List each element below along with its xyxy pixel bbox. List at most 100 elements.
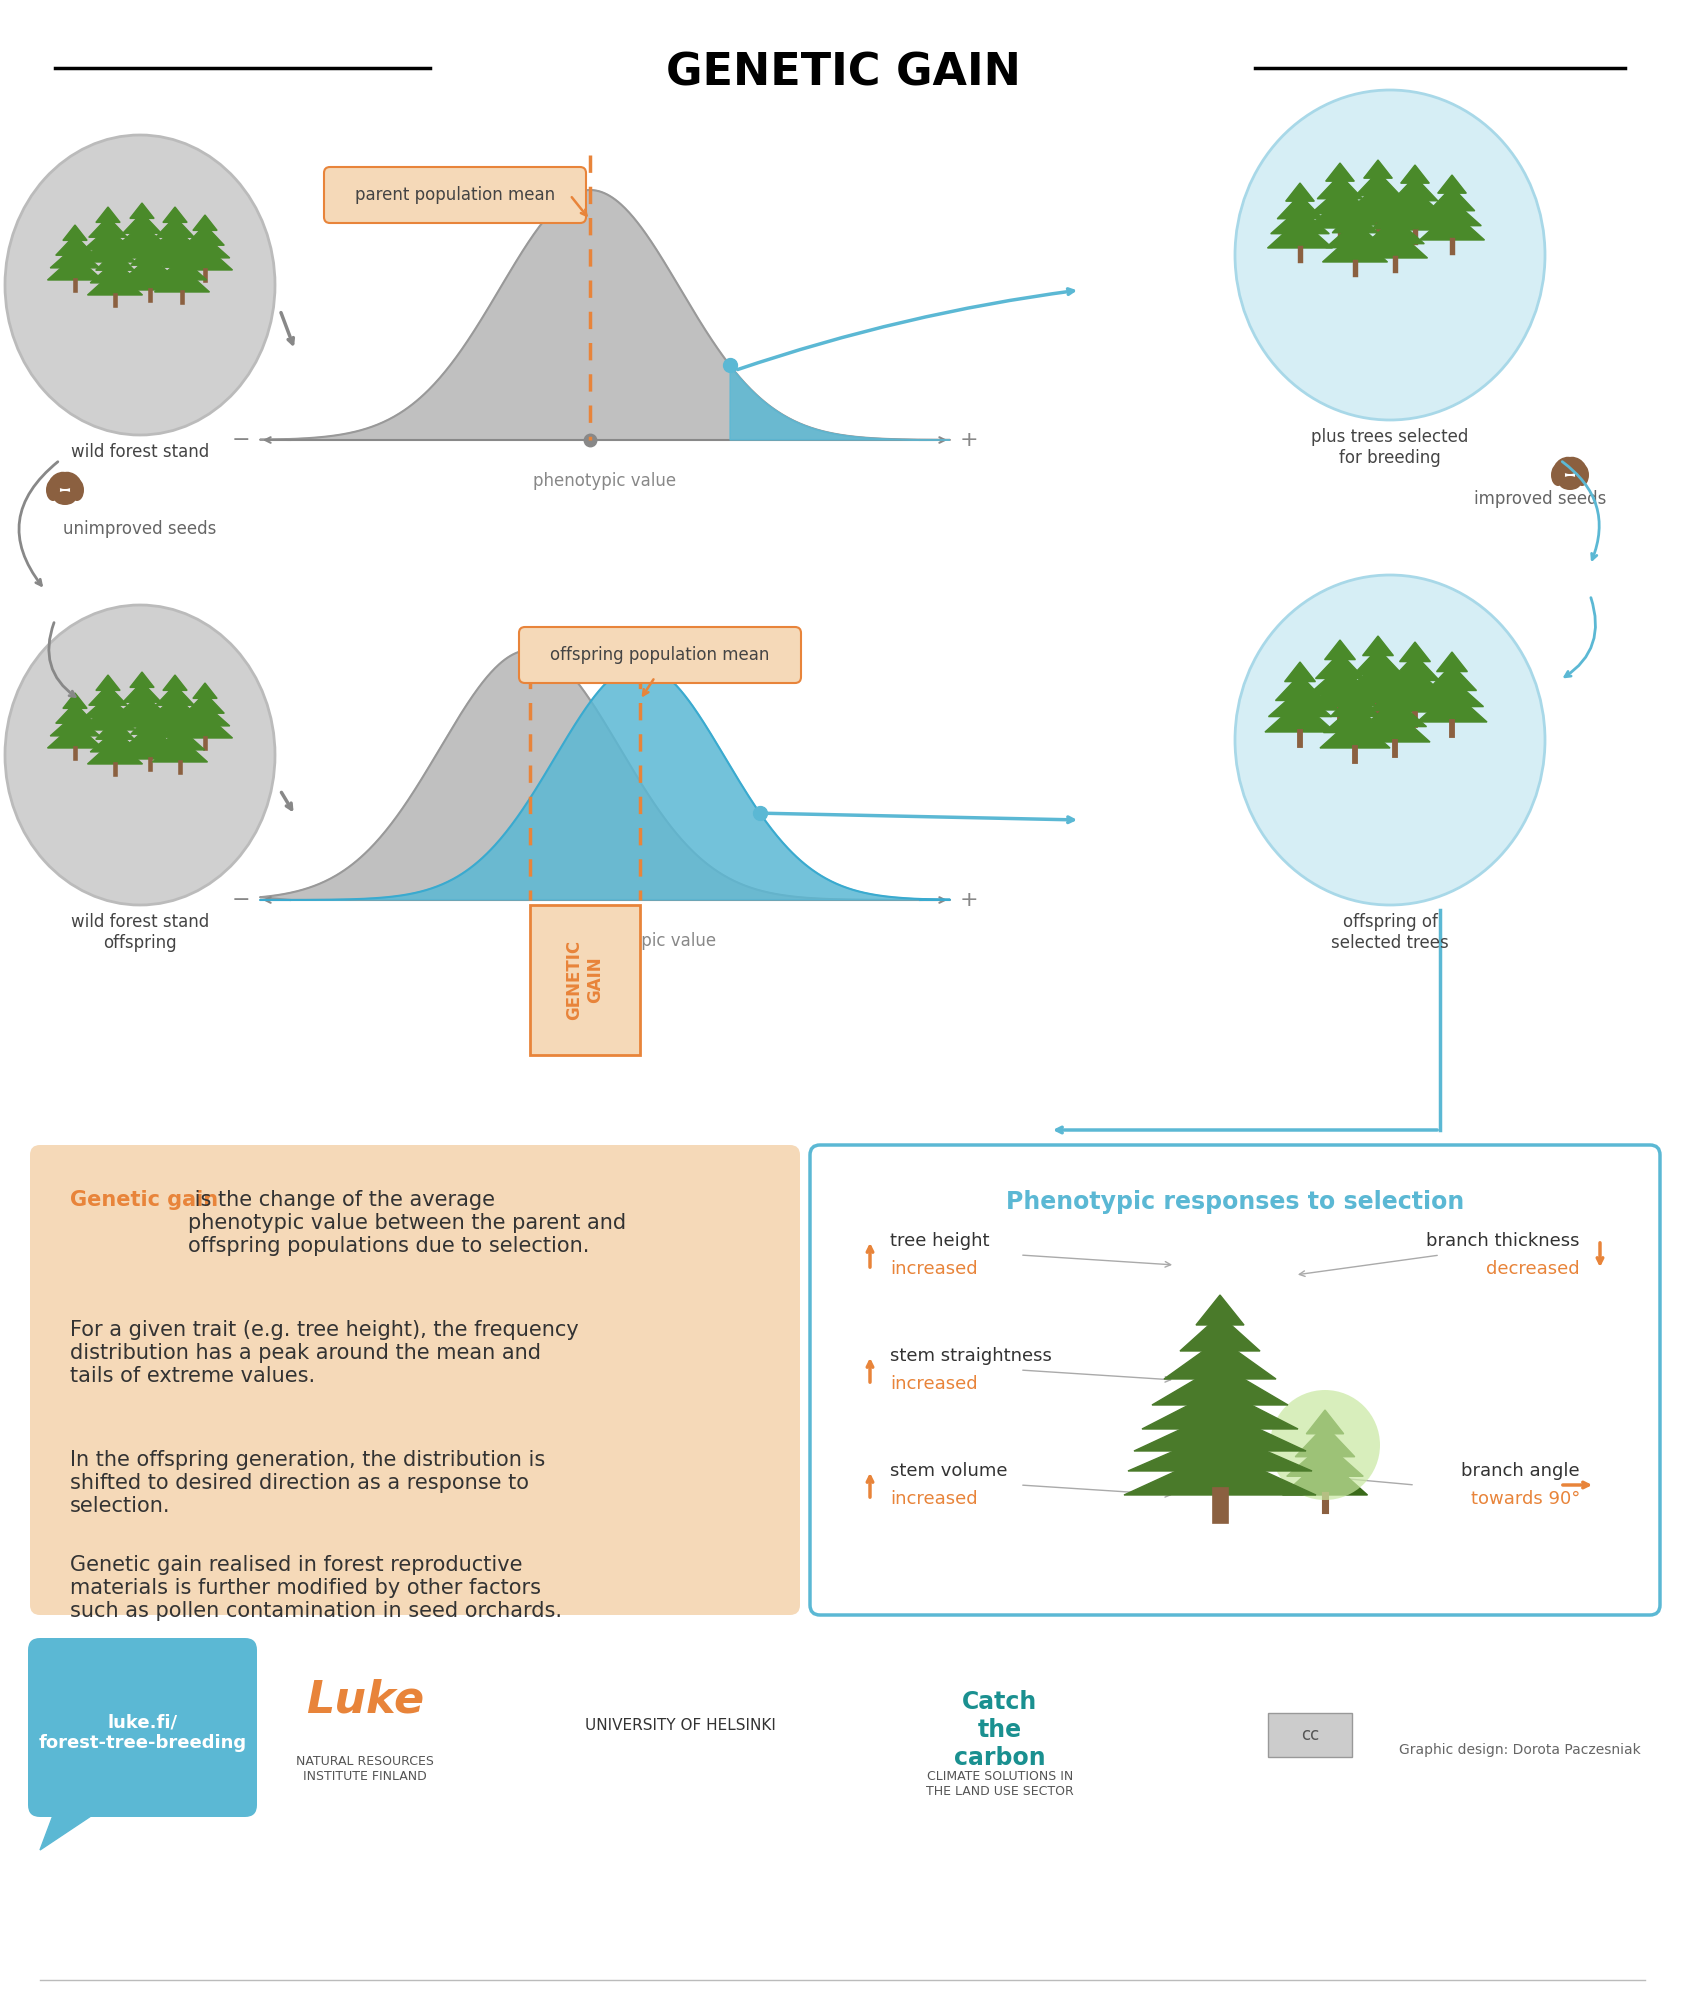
Polygon shape [155, 684, 194, 706]
Polygon shape [1420, 678, 1483, 706]
Text: luke.fi/
forest-tree-breeding: luke.fi/ forest-tree-breeding [39, 1714, 246, 1752]
Polygon shape [89, 260, 140, 282]
Text: Luke: Luke [305, 1678, 423, 1722]
Polygon shape [125, 724, 175, 746]
Polygon shape [1348, 184, 1407, 210]
Polygon shape [1196, 1296, 1243, 1324]
Text: branch thickness: branch thickness [1427, 1232, 1581, 1250]
Polygon shape [1333, 208, 1378, 232]
Ellipse shape [49, 472, 69, 488]
Polygon shape [1296, 1426, 1355, 1456]
Polygon shape [1385, 190, 1444, 216]
Polygon shape [1164, 1340, 1275, 1380]
Polygon shape [155, 728, 204, 750]
Polygon shape [62, 694, 88, 708]
Ellipse shape [1559, 476, 1581, 490]
Text: Graphic design: Dorota Paczesniak: Graphic design: Dorota Paczesniak [1399, 1742, 1641, 1758]
Polygon shape [56, 702, 94, 724]
Polygon shape [1307, 198, 1373, 228]
Polygon shape [260, 650, 950, 900]
Polygon shape [123, 266, 177, 290]
Ellipse shape [54, 490, 76, 506]
Polygon shape [170, 236, 194, 252]
Polygon shape [1270, 208, 1329, 234]
Polygon shape [125, 256, 175, 278]
Polygon shape [1309, 666, 1372, 694]
Text: stem volume: stem volume [891, 1462, 1007, 1480]
Polygon shape [130, 204, 154, 218]
Polygon shape [155, 216, 194, 238]
Polygon shape [1383, 668, 1446, 696]
Polygon shape [132, 714, 169, 734]
Polygon shape [1324, 704, 1387, 732]
Text: wild forest stand: wild forest stand [71, 444, 209, 462]
Polygon shape [150, 696, 199, 718]
FancyBboxPatch shape [29, 1638, 256, 1816]
Polygon shape [1429, 186, 1474, 210]
Text: For a given trait (e.g. tree height), the frequency
distribution has a peak arou: For a given trait (e.g. tree height), th… [69, 1320, 579, 1386]
Polygon shape [147, 706, 202, 730]
Polygon shape [1353, 648, 1402, 674]
Polygon shape [115, 234, 169, 258]
Polygon shape [132, 244, 169, 266]
Polygon shape [1282, 1456, 1368, 1496]
Text: plus trees selected
for breeding: plus trees selected for breeding [1311, 428, 1469, 466]
Polygon shape [1427, 664, 1476, 690]
Text: phenotypic value: phenotypic value [574, 932, 717, 950]
Ellipse shape [1235, 90, 1545, 420]
Text: cc: cc [1301, 1726, 1319, 1744]
Polygon shape [47, 724, 103, 748]
Polygon shape [103, 240, 127, 256]
Text: NATURAL RESOURCES
INSTITUTE FINLAND: NATURAL RESOURCES INSTITUTE FINLAND [295, 1756, 434, 1784]
Polygon shape [164, 208, 187, 222]
Ellipse shape [1559, 460, 1581, 474]
Polygon shape [1343, 674, 1414, 706]
Text: branch angle: branch angle [1461, 1462, 1581, 1480]
Polygon shape [123, 212, 162, 234]
Polygon shape [1319, 716, 1390, 748]
Polygon shape [118, 224, 167, 246]
Polygon shape [40, 1810, 100, 1850]
Polygon shape [1124, 1452, 1316, 1496]
Polygon shape [83, 696, 133, 718]
Polygon shape [1179, 1316, 1260, 1352]
Polygon shape [1152, 1364, 1287, 1404]
Text: stem straightness: stem straightness [891, 1348, 1053, 1364]
Polygon shape [150, 228, 199, 250]
Polygon shape [51, 246, 100, 268]
Polygon shape [1346, 196, 1410, 224]
Text: tree height: tree height [891, 1232, 990, 1250]
Polygon shape [1323, 232, 1387, 262]
Polygon shape [1275, 674, 1324, 700]
Polygon shape [1306, 1410, 1345, 1434]
FancyBboxPatch shape [1269, 1712, 1351, 1758]
Polygon shape [260, 190, 950, 440]
Text: −: − [231, 430, 250, 450]
Polygon shape [1318, 174, 1363, 198]
Ellipse shape [1235, 576, 1545, 904]
Polygon shape [192, 684, 218, 698]
Polygon shape [1400, 642, 1431, 662]
Ellipse shape [5, 604, 275, 904]
Text: towards 90°: towards 90° [1471, 1490, 1581, 1508]
Polygon shape [1326, 164, 1355, 182]
Polygon shape [123, 734, 177, 758]
Polygon shape [1267, 218, 1333, 248]
Polygon shape [177, 246, 233, 270]
Polygon shape [181, 236, 229, 258]
Polygon shape [1269, 688, 1331, 716]
Polygon shape [164, 676, 187, 690]
Polygon shape [1437, 652, 1468, 672]
Text: +: + [960, 890, 978, 910]
Polygon shape [169, 708, 192, 722]
Text: increased: increased [891, 1376, 978, 1392]
Polygon shape [1366, 218, 1424, 244]
Polygon shape [1383, 200, 1447, 230]
Polygon shape [51, 714, 100, 736]
Polygon shape [1331, 690, 1380, 716]
Polygon shape [96, 250, 135, 270]
Ellipse shape [1576, 464, 1589, 486]
Polygon shape [130, 672, 154, 688]
Polygon shape [1265, 700, 1334, 732]
Ellipse shape [1554, 456, 1574, 474]
